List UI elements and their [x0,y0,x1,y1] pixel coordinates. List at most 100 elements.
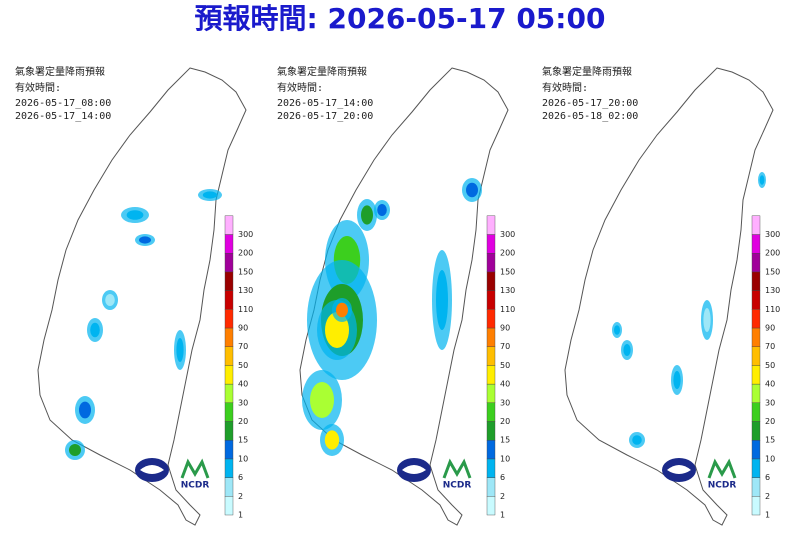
colorbar-label: 90 [500,324,510,333]
colorbar-label: 10 [238,454,248,463]
colorbar-label: 15 [765,436,775,445]
colorbar-segment [486,327,496,347]
colorbar-segment [486,496,496,516]
panel-end: 2026-05-17_20:00 [277,111,373,122]
colorbar-label: 1 [765,511,770,520]
colorbar-segment [224,496,234,516]
colorbar-label: 130 [238,286,253,295]
rain-area-core [377,204,387,216]
colorbar-label: 50 [238,361,248,370]
colorbar-label: 300 [500,230,515,239]
colorbar-segment [751,383,761,404]
panel-start: 2026-05-17_20:00 [542,98,638,109]
colorbar-segment [486,309,496,329]
panel-heading: 氣象署定量降雨預報 [542,65,632,78]
colorbar-label: 70 [238,342,248,351]
colorbar-segment [486,477,496,497]
colorbar-label: 2 [765,492,770,501]
title: 預報時間: 2026-05-17 05:00 [195,2,606,35]
rain-area-core [673,371,681,389]
colorbar-label: 90 [238,324,248,333]
colorbar-segment [751,290,761,310]
colorbar-label: 30 [238,398,248,407]
rain-area-core [324,430,340,450]
rain-area-core [632,435,642,445]
rain-area-core [623,344,631,356]
rain-area-core [139,236,151,244]
colorbar-segment [751,365,761,385]
colorbar-label: 130 [500,286,515,295]
colorbar-segment [751,402,761,422]
colorbar-label: 50 [765,361,775,370]
colorbar-label: 70 [500,342,510,351]
colorbar-label: 300 [765,230,780,239]
rain-area-core [336,302,348,318]
colorbar-label: 300 [238,230,253,239]
colorbar-segment [224,309,234,329]
colorbar-segment [751,458,761,478]
colorbar-segment [224,215,234,235]
panel-heading: 氣象署定量降雨預報 [277,65,367,78]
panel-start: 2026-05-17_14:00 [277,98,373,109]
colorbar-label: 110 [500,305,515,314]
colorbar-segment [224,327,234,347]
colorbar-label: 90 [765,324,775,333]
colorbar-label: 6 [765,473,770,482]
rain-area-core [703,308,711,332]
colorbar-label: 2 [500,492,505,501]
colorbar-segment [224,346,234,366]
colorbar-label: 150 [765,267,780,276]
colorbar-label: 20 [500,417,510,426]
panel-valid-label: 有效時間: [277,81,323,94]
colorbar-segment [751,440,761,460]
colorbar-segment [751,327,761,347]
panel-end: 2026-05-17_14:00 [15,111,111,122]
rain-area-core [79,401,91,419]
colorbar-segment [751,421,761,441]
colorbar-label: 110 [238,305,253,314]
rain-area-core [361,205,373,225]
rain-area-core [759,175,765,185]
panel-valid-label: 有效時間: [15,81,61,94]
colorbar-segment [224,440,234,460]
colorbar-segment [486,421,496,441]
colorbar-segment [224,458,234,478]
rain-area-core [126,210,144,220]
rain-area-core [90,322,100,338]
colorbar-segment [224,252,234,273]
colorbar-segment [751,234,761,254]
colorbar-label: 200 [238,249,253,258]
ncdr-logo-text: NCDR [708,481,737,491]
colorbar-label: 40 [765,380,775,389]
colorbar-segment [751,252,761,273]
colorbar-label: 1 [238,511,243,520]
colorbar-label: 10 [765,454,775,463]
colorbar-label: 40 [500,380,510,389]
colorbar-segment [751,215,761,235]
colorbar-segment [486,290,496,310]
rain-area-core [176,338,184,362]
colorbar-segment [751,271,761,291]
panel-valid-label: 有效時間: [542,81,588,94]
colorbar-label: 20 [765,417,775,426]
colorbar-label: 40 [238,380,248,389]
colorbar-label: 1 [500,511,505,520]
colorbar-segment [224,383,234,404]
colorbar-segment [751,496,761,516]
ncdr-logo-mark [442,458,472,479]
rain-area-core [614,325,620,335]
panel-start: 2026-05-17_08:00 [15,98,111,109]
colorbar-segment [486,458,496,478]
rain-area-core [202,191,218,199]
panel-end: 2026-05-18_02:00 [542,111,638,122]
agency-logo-mark [140,465,164,474]
ncdr-logo-mark [707,458,737,479]
colorbar-label: 10 [500,454,510,463]
colorbar-segment [486,271,496,291]
colorbar-segment [224,421,234,441]
ncdr-logo-text: NCDR [443,481,472,491]
panel-heading: 氣象署定量降雨預報 [15,65,105,78]
